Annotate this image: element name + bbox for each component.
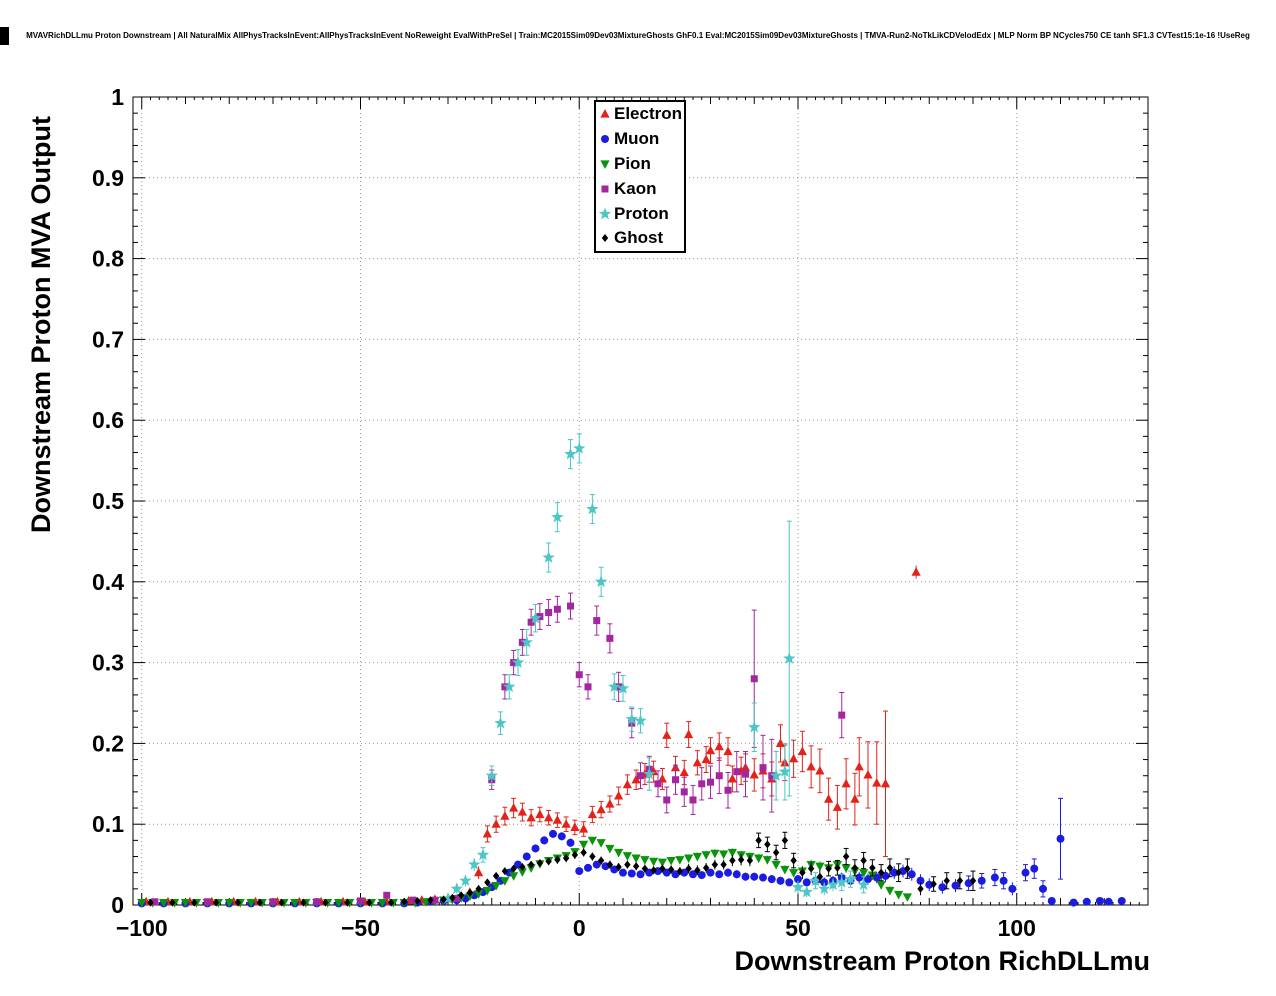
legend-label: Kaon xyxy=(614,178,657,198)
axis-ticks xyxy=(132,96,1149,906)
legend-triangle-up-icon xyxy=(600,109,610,118)
legend-label: Proton xyxy=(614,203,669,223)
legend-label: Ghost xyxy=(614,228,664,248)
legend-box: Electron Muon Pion Kaon Proton Ghost xyxy=(594,100,686,253)
svg-text:1: 1 xyxy=(111,84,124,110)
y-axis-title: Downstream Proton MVA Output xyxy=(26,116,56,533)
corner-mark xyxy=(0,27,9,45)
series-proton xyxy=(441,433,870,904)
series-ghost xyxy=(147,831,977,907)
legend-circle-icon xyxy=(601,135,609,144)
legend-entry-ghost: Ghost xyxy=(596,226,684,251)
legend-star-icon xyxy=(598,207,612,219)
legend-label: Muon xyxy=(614,129,660,149)
legend-diamond-icon xyxy=(601,234,609,243)
svg-text:0.7: 0.7 xyxy=(92,326,124,352)
legend-entry-proton: Proton xyxy=(596,201,684,226)
svg-text:0.5: 0.5 xyxy=(92,488,124,514)
svg-text:0.8: 0.8 xyxy=(92,246,124,272)
svg-text:0.3: 0.3 xyxy=(92,650,124,676)
svg-text:0: 0 xyxy=(573,915,586,941)
legend-entry-electron: Electron xyxy=(596,102,684,127)
page-title: MVAVRichDLLmu Proton Downstream | All Na… xyxy=(26,31,1250,40)
svg-text:0.6: 0.6 xyxy=(92,407,124,433)
x-axis-title: Downstream Proton RichDLLmu xyxy=(734,946,1150,976)
legend-entry-muon: Muon xyxy=(596,127,684,152)
series-pion xyxy=(137,836,912,908)
svg-text:0.1: 0.1 xyxy=(92,811,124,837)
x-tick-labels: −100 −50 0 50 100 xyxy=(116,915,1036,941)
svg-text:100: 100 xyxy=(998,915,1036,941)
svg-text:0.2: 0.2 xyxy=(92,730,124,756)
y-tick-labels: 0 0.1 0.2 0.3 0.4 0.5 0.6 0.7 0.8 0.9 1 xyxy=(92,84,124,918)
legend-entry-pion: Pion xyxy=(596,152,684,177)
legend-triangle-down-icon xyxy=(600,160,610,169)
svg-text:−100: −100 xyxy=(116,915,168,941)
svg-text:0: 0 xyxy=(111,892,124,918)
svg-text:−50: −50 xyxy=(341,915,380,941)
series-muon xyxy=(137,797,1126,908)
svg-text:50: 50 xyxy=(785,915,811,941)
legend-square-icon xyxy=(601,185,609,193)
svg-text:0.9: 0.9 xyxy=(92,165,124,191)
legend-label: Pion xyxy=(614,153,651,173)
legend-entry-kaon: Kaon xyxy=(596,176,684,201)
legend-label: Electron xyxy=(614,104,683,124)
svg-text:0.4: 0.4 xyxy=(92,569,124,595)
